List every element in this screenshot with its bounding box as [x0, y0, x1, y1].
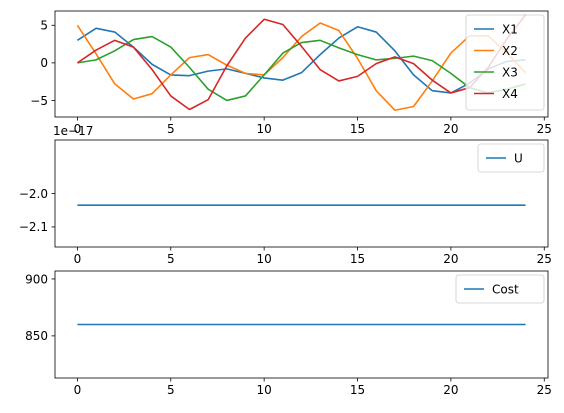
legend-label-x1: X1	[502, 22, 518, 36]
series-line-x4	[76, 14, 527, 111]
axes-frame	[54, 10, 549, 118]
axes-frame	[54, 270, 549, 379]
y-tick-label: 5	[40, 19, 48, 33]
y-tick-label: −2.1	[19, 220, 48, 234]
y-tick-label: 900	[25, 272, 48, 286]
x-tick-label: 10	[257, 122, 272, 136]
x-tick-label: 15	[350, 122, 365, 136]
legend-box	[455, 274, 545, 304]
legend: X1 X2 X3 X4	[465, 14, 545, 111]
x-tick-label: 5	[167, 252, 175, 266]
legend-label-cost: Cost	[492, 282, 519, 296]
x-tick-label: 25	[537, 252, 552, 266]
series-line-x3	[77, 35, 526, 102]
x-tick-label: 0	[74, 383, 82, 397]
y-tick-label: −5	[30, 94, 48, 108]
x-tick-label: 0	[74, 252, 82, 266]
legend-label-x2: X2	[502, 44, 518, 58]
subplot-3: 0 5 10 15 20 25 850 900 Cost	[25, 270, 552, 397]
y-tick-label: 0	[40, 56, 48, 70]
x-tick-label: 20	[443, 252, 458, 266]
x-tick-label: 0	[74, 122, 82, 136]
subplot-2: 0 5 10 15 20 25 −2.1 −2.0 1e−17 U	[19, 124, 552, 266]
series-line-x2	[76, 22, 527, 112]
x-tick-label: 20	[443, 383, 458, 397]
legend-box	[465, 14, 545, 111]
x-tick-label: 10	[257, 383, 272, 397]
x-tick-label: 25	[537, 122, 552, 136]
x-tick-label: 25	[537, 383, 552, 397]
legend-label-u: U	[514, 151, 523, 165]
axes-frame	[54, 139, 549, 248]
legend-label-x3: X3	[502, 65, 518, 79]
x-tick-label: 15	[350, 383, 365, 397]
legend-box	[477, 143, 545, 173]
y-tick-label: −2.0	[19, 187, 48, 201]
y-offset-label: 1e−17	[53, 124, 93, 138]
subplot-1: 0 5 10 15 20 25 −5 0 5 X1 X2 X3 X4	[30, 10, 552, 136]
x-tick-label: 10	[257, 252, 272, 266]
legend: U	[477, 143, 545, 173]
legend: Cost	[455, 274, 545, 304]
x-tick-label: 20	[443, 122, 458, 136]
legend-label-x4: X4	[502, 87, 518, 101]
x-tick-label: 5	[167, 383, 175, 397]
y-tick-label: 850	[25, 329, 48, 343]
x-tick-label: 15	[350, 252, 365, 266]
x-tick-label: 5	[167, 122, 175, 136]
